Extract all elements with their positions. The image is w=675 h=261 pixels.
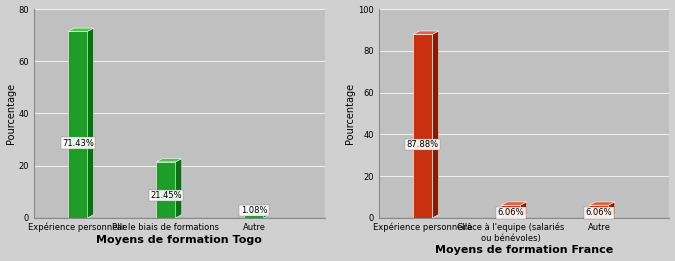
Polygon shape bbox=[413, 31, 439, 34]
Y-axis label: Pourcentage: Pourcentage bbox=[5, 83, 16, 144]
Text: 71.43%: 71.43% bbox=[62, 139, 94, 148]
Bar bbox=[379, 218, 670, 222]
Polygon shape bbox=[88, 28, 94, 218]
Polygon shape bbox=[589, 205, 609, 218]
Y-axis label: Pourcentage: Pourcentage bbox=[346, 83, 355, 144]
X-axis label: Moyens de formation Togo: Moyens de formation Togo bbox=[97, 235, 262, 245]
X-axis label: Moyens de formation France: Moyens de formation France bbox=[435, 245, 613, 256]
Polygon shape bbox=[433, 31, 439, 218]
Polygon shape bbox=[264, 212, 270, 218]
Polygon shape bbox=[157, 159, 182, 162]
Text: 1.08%: 1.08% bbox=[241, 206, 267, 215]
Polygon shape bbox=[502, 202, 526, 205]
Polygon shape bbox=[244, 212, 270, 215]
Polygon shape bbox=[244, 215, 264, 218]
Polygon shape bbox=[176, 159, 182, 218]
Polygon shape bbox=[157, 162, 176, 218]
Polygon shape bbox=[589, 202, 615, 205]
Polygon shape bbox=[68, 31, 88, 218]
Polygon shape bbox=[520, 202, 527, 218]
Polygon shape bbox=[609, 202, 615, 218]
Text: 6.06%: 6.06% bbox=[586, 208, 612, 217]
Text: 6.06%: 6.06% bbox=[497, 208, 524, 217]
Text: 87.88%: 87.88% bbox=[407, 140, 439, 149]
Polygon shape bbox=[502, 205, 520, 218]
Polygon shape bbox=[68, 28, 94, 31]
Polygon shape bbox=[413, 34, 433, 218]
Text: 21.45%: 21.45% bbox=[150, 191, 182, 200]
Bar bbox=[34, 218, 325, 223]
